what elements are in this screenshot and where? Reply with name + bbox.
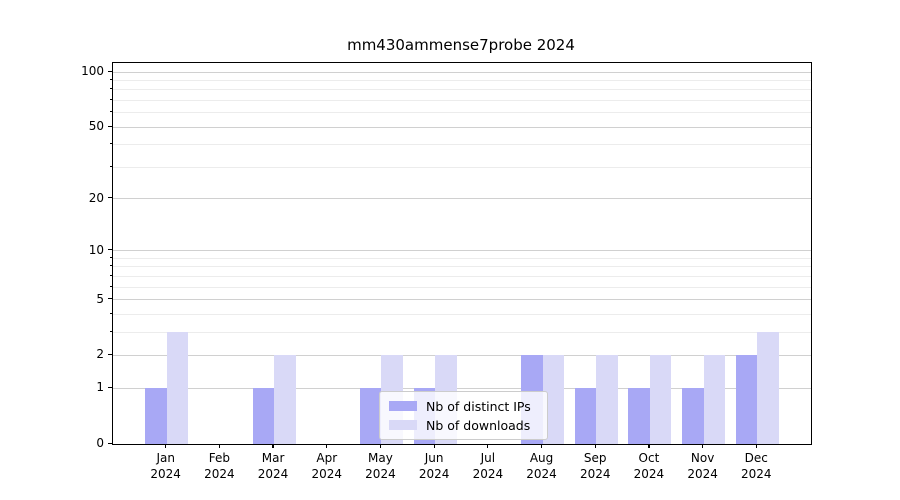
bar-distinct-ips [682, 388, 704, 444]
gridline-major [113, 126, 811, 128]
x-tick-label: Jun 2024 [418, 451, 450, 481]
y-minor-tick-mark [109, 256, 112, 258]
y-tick-label: 5 [96, 291, 104, 306]
x-tick-mark [648, 444, 650, 448]
gridline-minor [113, 112, 811, 114]
gridline-major [113, 387, 811, 389]
x-tick-mark [379, 444, 382, 448]
y-minor-tick-mark [109, 274, 112, 276]
bar-downloads [757, 332, 779, 444]
chart-title: mm430ammense7probe 2024 [347, 36, 575, 54]
y-tick-label: 50 [88, 119, 104, 134]
x-tick-mark [272, 444, 274, 448]
gridline-major [113, 354, 811, 356]
bar-downloads [703, 355, 726, 444]
x-tick-mark [218, 444, 220, 448]
legend-swatch-distinct-ips [389, 401, 417, 411]
bar-distinct-ips [574, 388, 597, 444]
gridline-minor [113, 144, 811, 146]
x-tick-label: Sep 2024 [579, 451, 611, 481]
y-minor-tick-mark [109, 88, 112, 90]
gridline-minor [113, 166, 811, 168]
y-tick-label: 1 [96, 380, 104, 395]
y-minor-tick-mark [109, 143, 112, 145]
y-minor-tick-mark [109, 165, 112, 167]
gridline-minor [113, 275, 811, 277]
x-tick-mark [594, 444, 596, 448]
x-tick-label: Jan 2024 [150, 451, 181, 481]
x-tick-mark [702, 444, 704, 448]
bar-distinct-ips [145, 388, 167, 444]
x-tick-label: May 2024 [365, 451, 396, 481]
y-tick-label: 0 [96, 436, 104, 450]
y-tick-label: 20 [88, 190, 104, 205]
x-tick-label: Jul 2024 [472, 451, 504, 481]
y-minor-tick-mark [109, 98, 112, 100]
y-tick-mark [108, 70, 112, 72]
y-minor-tick-mark [109, 330, 112, 332]
gridline-major [113, 250, 811, 252]
bar-downloads [274, 355, 296, 444]
gridline-minor [113, 286, 811, 288]
legend-label-distinct-ips: Nb of distinct IPs [426, 398, 531, 414]
bar-distinct-ips [359, 388, 382, 444]
y-minor-tick-mark [109, 111, 112, 113]
gridline-minor [113, 89, 811, 91]
y-tick-mark [108, 298, 112, 300]
plot-area [112, 62, 812, 445]
x-tick-mark [540, 444, 543, 448]
x-tick-mark [487, 444, 489, 448]
x-tick-mark [433, 444, 435, 448]
x-tick-mark [755, 444, 757, 448]
gridline-minor [113, 99, 811, 101]
gridline-minor [113, 257, 811, 259]
legend-item-distinct-ips: Nb of distinct IPs [380, 399, 547, 414]
x-tick-mark [326, 444, 328, 448]
bar-distinct-ips [252, 388, 275, 444]
x-tick-label: Apr 2024 [311, 451, 343, 481]
y-minor-tick-mark [109, 312, 112, 314]
gridline-minor [113, 266, 811, 268]
x-tick-label: Aug 2024 [526, 451, 557, 481]
legend-label-downloads: Nb of downloads [426, 417, 531, 433]
y-tick-mark [108, 442, 112, 444]
y-tick-mark [108, 249, 112, 251]
y-tick-mark [108, 353, 112, 356]
bar-downloads [649, 355, 672, 444]
legend-swatch-downloads [389, 420, 417, 430]
y-tick-label: 2 [96, 347, 104, 362]
x-tick-label: Nov 2024 [687, 451, 718, 481]
x-tick-label: Dec 2024 [741, 451, 772, 481]
y-tick-mark [108, 197, 112, 199]
x-tick-label: Oct 2024 [633, 451, 665, 481]
y-tick-label: 100 [81, 64, 104, 79]
gridline-major [113, 71, 811, 73]
gridline-minor [113, 313, 811, 315]
legend: Nb of distinct IPs Nb of downloads [379, 391, 548, 440]
x-tick-label: Feb 2024 [204, 451, 235, 481]
y-tick-mark [108, 125, 112, 127]
legend-item-downloads: Nb of downloads [380, 418, 547, 433]
bar-distinct-ips [735, 355, 758, 444]
y-minor-tick-mark [109, 285, 112, 287]
gridline-major [113, 198, 811, 200]
gridline-minor [113, 79, 811, 81]
gridline-major [113, 299, 811, 301]
x-tick-label: Mar 2024 [257, 451, 289, 481]
bar-downloads [596, 355, 618, 444]
bar-distinct-ips [628, 388, 650, 444]
y-tick-label: 10 [88, 242, 104, 257]
y-minor-tick-mark [109, 78, 112, 80]
y-minor-tick-mark [109, 265, 112, 267]
x-tick-mark [165, 444, 167, 448]
gridline-minor [113, 331, 811, 333]
bar-downloads [166, 332, 189, 444]
y-tick-mark [108, 386, 112, 388]
